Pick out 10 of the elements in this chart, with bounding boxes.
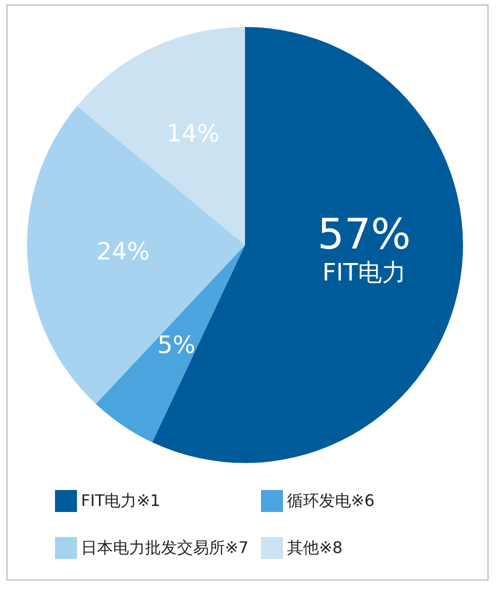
legend-label: 循环发电※6: [287, 491, 375, 510]
legend-label: 其他※8: [287, 538, 343, 557]
legend-label: FIT电力※1: [81, 491, 160, 510]
text: FIT电力: [322, 258, 406, 287]
data-label: 57%: [317, 210, 411, 259]
data-label: 24%: [96, 238, 150, 266]
data-label: 5%: [157, 330, 196, 359]
pie-slice: [27, 106, 245, 404]
pie-slice: [152, 27, 463, 463]
legend-label: 日本电力批发交易所※7: [81, 538, 249, 557]
